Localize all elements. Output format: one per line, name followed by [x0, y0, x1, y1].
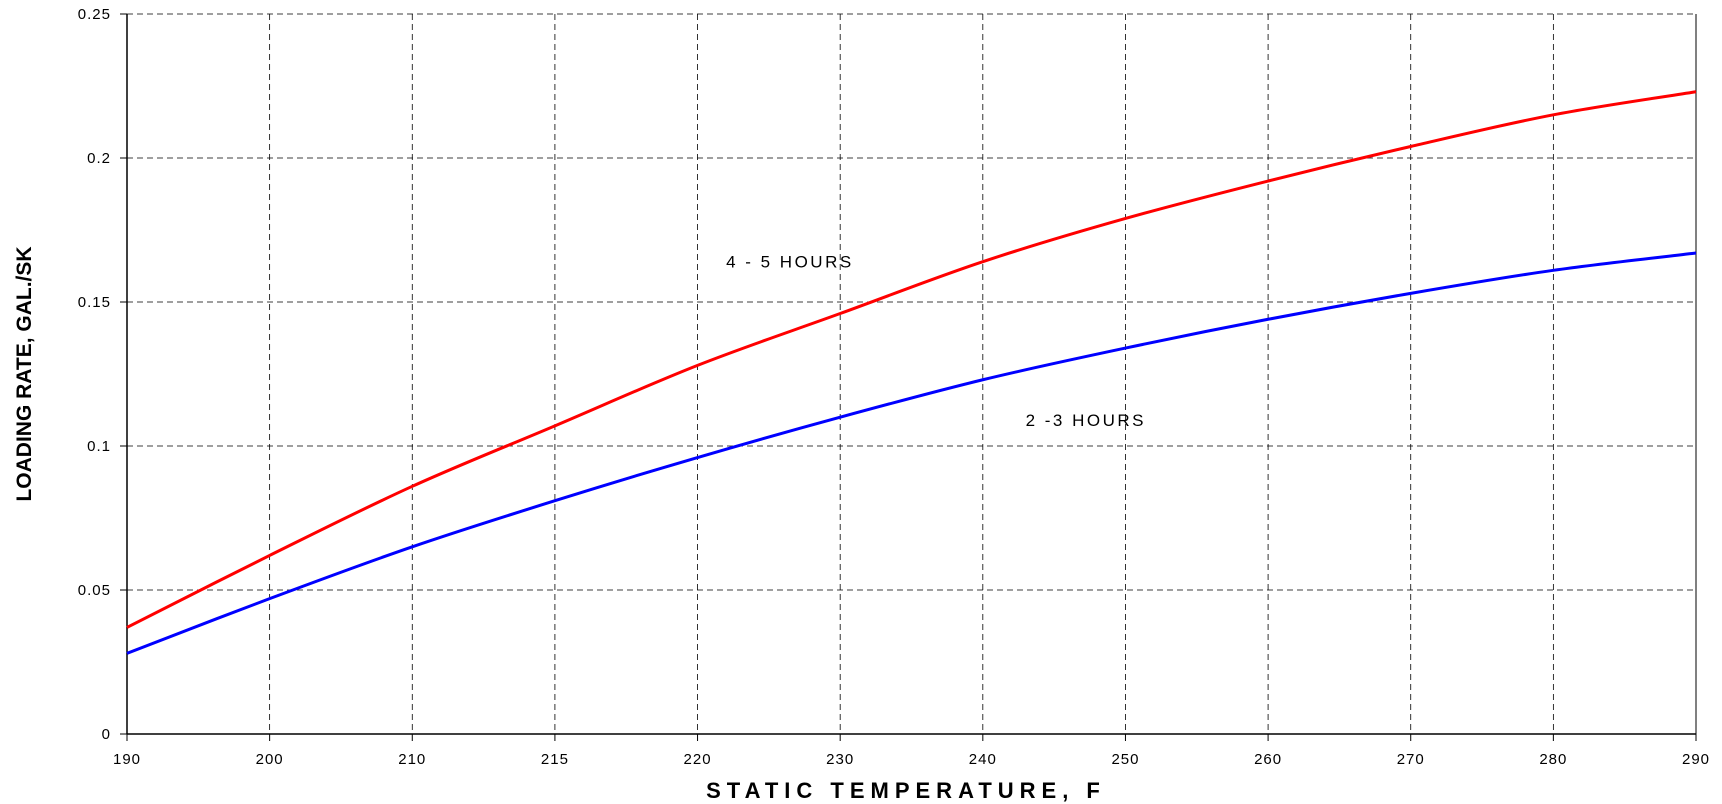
y-tick-label: 0.25: [78, 6, 111, 23]
series-annotation-1: 4 - 5 HOURS: [726, 252, 854, 271]
series-line-2: [126, 251, 1697, 655]
y-tick-label: 0.15: [78, 294, 111, 311]
x-tick-label: 215: [541, 751, 569, 768]
x-tick-label: 280: [1539, 751, 1567, 768]
x-tick-label: 190: [113, 751, 141, 768]
x-axis-title: STATIC TEMPERATURE, F: [706, 778, 1106, 803]
series-annotations: 4 - 5 HOURS 2 -3 HOURS: [726, 252, 1146, 430]
y-axis-title: LOADING RATE, GAL./SK: [13, 246, 36, 501]
x-tick-label: 200: [256, 751, 284, 768]
series-lines: [126, 90, 1697, 655]
y-tick-label: 0.2: [87, 150, 111, 167]
x-tick-label: 250: [1111, 751, 1139, 768]
y-tick-label: 0: [102, 726, 111, 743]
x-tick-label: 260: [1254, 751, 1282, 768]
grid-lines: [127, 14, 1696, 734]
x-tick-label: 210: [398, 751, 426, 768]
x-tick-label: 270: [1397, 751, 1425, 768]
series-annotation-2: 2 -3 HOURS: [1026, 411, 1146, 430]
x-tick-label: 240: [969, 751, 997, 768]
y-tick-label: 0.1: [87, 438, 111, 455]
axes: [120, 13, 1697, 741]
x-tick-label: 290: [1682, 751, 1710, 768]
series-line-1: [126, 90, 1697, 629]
x-tick-label: 220: [684, 751, 712, 768]
tick-labels: 190 200 210 215 220 230 240 250 260 270 280 290 0 0.0…: [78, 6, 1710, 768]
y-tick-label: 0.05: [78, 582, 111, 599]
x-tick-label: 230: [826, 751, 854, 768]
